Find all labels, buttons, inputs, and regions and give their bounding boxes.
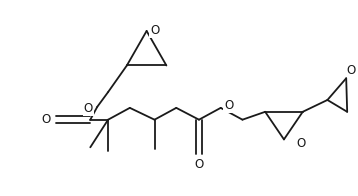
- Text: O: O: [224, 99, 233, 112]
- Text: O: O: [347, 64, 356, 77]
- Text: O: O: [84, 102, 93, 115]
- Text: O: O: [296, 137, 305, 150]
- Text: O: O: [41, 113, 50, 126]
- Text: O: O: [150, 24, 159, 37]
- Text: O: O: [194, 158, 204, 171]
